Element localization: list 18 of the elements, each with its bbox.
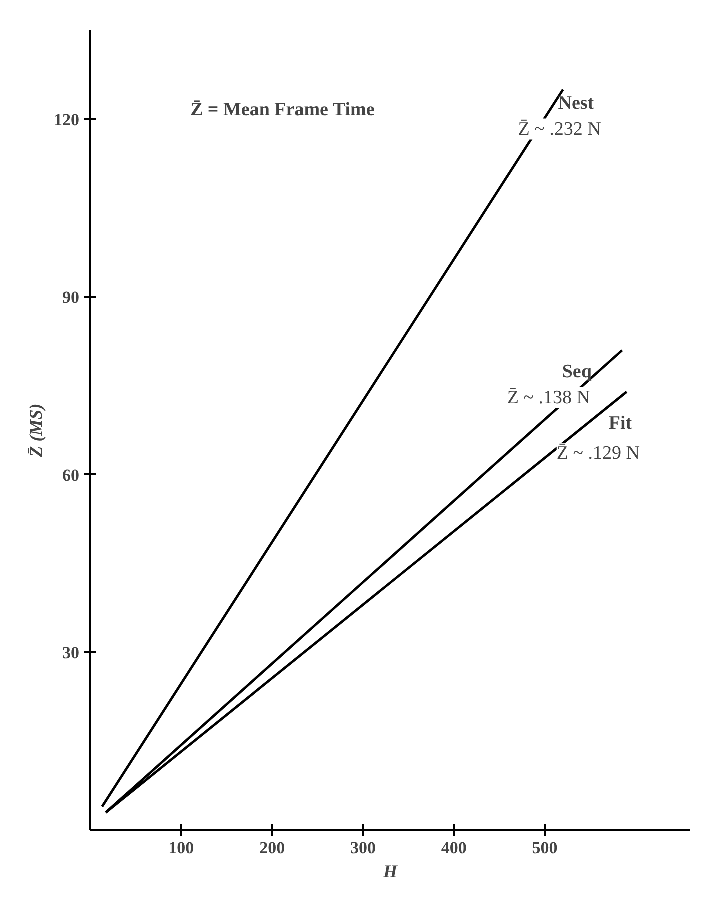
x-tick-label: 300 (350, 838, 376, 858)
series-label: Nest (558, 92, 595, 114)
y-tick-label: 120 (54, 110, 80, 130)
annotation: Z̄ ~ .138 N (507, 388, 591, 408)
y-tick-label: 60 (62, 466, 80, 485)
x-axis-title: H (382, 862, 398, 882)
series-label: Fit (608, 412, 633, 434)
x-tick-label: 400 (441, 838, 467, 858)
x-tick-label: 200 (260, 838, 286, 858)
x-tick-label: 500 (532, 838, 558, 858)
y-tick-label: 30 (62, 644, 80, 663)
y-axis-title: Z̄ (MS) (26, 404, 46, 458)
y-tick-label: 90 (62, 288, 80, 308)
annotation: Z̄ = Mean Frame Time (190, 100, 375, 120)
annotation: Z̄ ~ .232 N (518, 118, 602, 140)
series-label: Seq (562, 362, 592, 382)
x-tick-label: 100 (168, 838, 194, 858)
annotation: Z̄ ~ .129 N (556, 442, 640, 464)
